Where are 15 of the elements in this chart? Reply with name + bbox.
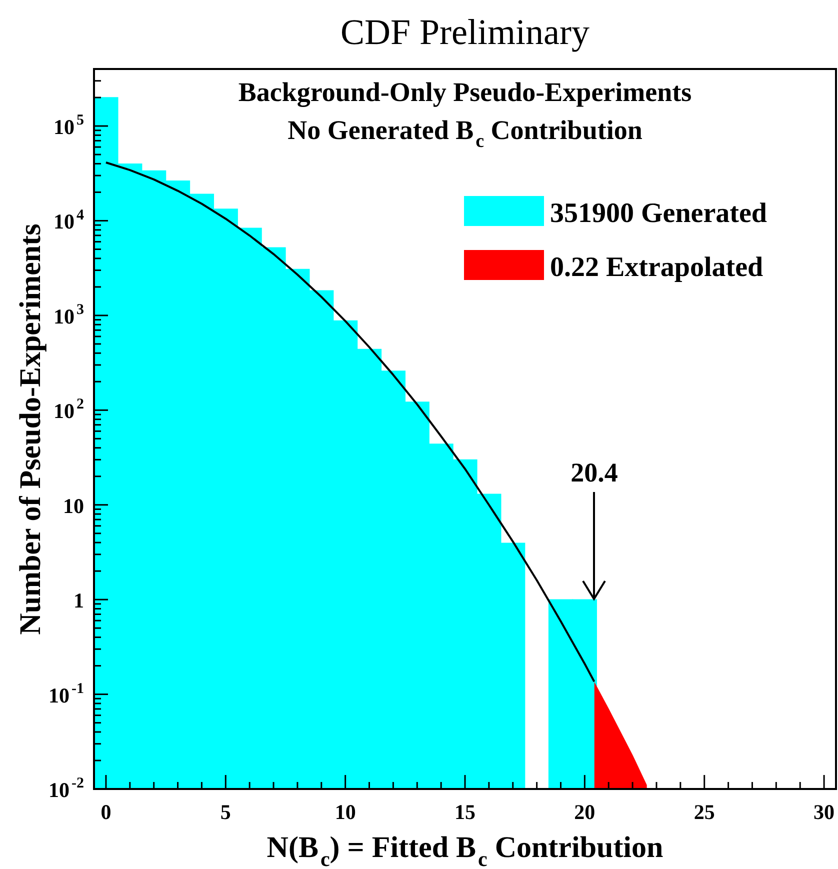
legend-label: 0.22 Extrapolated xyxy=(550,252,764,283)
x-tick-label: 25 xyxy=(694,800,715,824)
x-tick-label: 0 xyxy=(100,800,112,824)
y-tick-label: 10 xyxy=(63,494,84,518)
x-tick-label: 15 xyxy=(454,800,476,824)
y-axis-title: Number of Pseudo-Experiments xyxy=(14,224,47,635)
annotation: Background-Only Pseudo-Experiments xyxy=(238,77,692,107)
x-tick-label: 5 xyxy=(220,800,231,824)
y-tick-label: 1 xyxy=(74,588,84,613)
legend-label: 351900 Generated xyxy=(550,198,768,229)
x-tick-label: 20 xyxy=(574,800,596,824)
chart-title: CDF Preliminary xyxy=(340,12,590,52)
x-tick-label: 30 xyxy=(814,800,835,824)
annotation: 20.4 xyxy=(570,458,618,488)
x-tick-label: 10 xyxy=(334,800,356,824)
